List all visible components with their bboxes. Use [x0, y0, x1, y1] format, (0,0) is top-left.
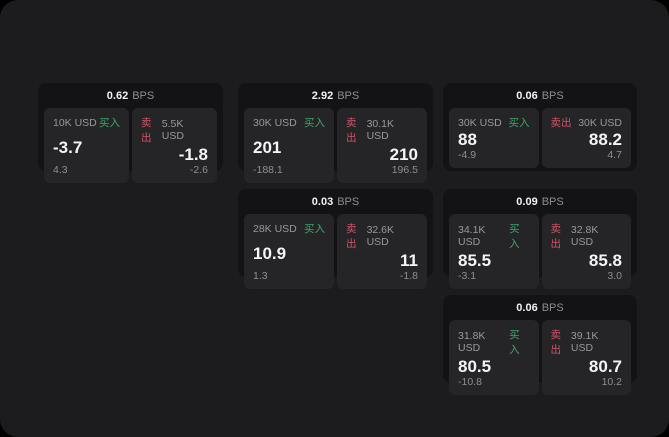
spread-unit: BPS — [132, 90, 155, 102]
buy-side-label: 买入 — [304, 117, 325, 129]
sell-quote: 88.2 — [588, 130, 622, 149]
quote-card: 0.06 BPS 31.8K USD 买入 80.5 -10.8 卖出 39.1… — [443, 295, 637, 395]
sell-quote: 80.7 — [588, 357, 622, 376]
sell-panel[interactable]: 卖出 30K USD 88.2 4.7 — [541, 108, 631, 168]
spread-header: 2.92 BPS — [244, 87, 427, 105]
sell-amount: 5.5K USD — [161, 118, 184, 142]
sell-quote: 210 — [389, 145, 418, 164]
buy-sub-value: -4.9 — [458, 149, 477, 161]
spread-unit: BPS — [541, 90, 564, 102]
sell-panel[interactable]: 卖出 5.5K USD -1.8 -2.6 — [132, 108, 217, 183]
buy-side-label: 买入 — [99, 117, 120, 129]
spread-header: 0.06 BPS — [449, 87, 631, 105]
sell-sub-value: -1.8 — [399, 270, 418, 282]
buy-sub-value: 1.3 — [253, 270, 268, 282]
sell-amount: 39.1K USD — [570, 330, 599, 354]
sell-sub-value: 4.7 — [607, 149, 622, 161]
buy-panel[interactable]: 10K USD 买入 -3.7 4.3 — [44, 108, 129, 183]
sell-side-label: 卖出 — [346, 223, 357, 250]
sell-side-label: 卖出 — [550, 329, 562, 356]
spread-value: 0.06 — [516, 302, 538, 314]
spread-value: 0.62 — [106, 90, 129, 102]
buy-amount: 10K USD — [53, 116, 97, 129]
buy-sub-value: 4.3 — [53, 164, 68, 176]
buy-amount: 30K USD — [253, 116, 297, 129]
buy-panel[interactable]: 28K USD 买入 10.9 1.3 — [244, 214, 334, 289]
sell-amount: 32.8K USD — [570, 224, 599, 248]
buy-panel[interactable]: 31.8K USD 买入 80.5 -10.8 — [449, 320, 539, 395]
quote-card: 2.92 BPS 30K USD 买入 201 -188.1 卖出 30.1K … — [238, 83, 433, 183]
sell-side-label: 卖出 — [550, 117, 572, 129]
sell-sub-value: 196.5 — [391, 164, 418, 176]
spread-value: 0.09 — [516, 196, 538, 208]
buy-panel[interactable]: 30K USD 买入 88 -4.9 — [449, 108, 539, 168]
buy-panel[interactable]: 30K USD 买入 201 -188.1 — [244, 108, 334, 183]
sell-side-label: 卖出 — [141, 117, 152, 144]
buy-panel[interactable]: 34.1K USD 买入 85.5 -3.1 — [449, 214, 539, 289]
spread-header: 0.03 BPS — [244, 193, 427, 211]
quote-card: 0.09 BPS 34.1K USD 买入 85.5 -3.1 卖出 32.8K… — [443, 189, 637, 289]
spread-unit: BPS — [337, 90, 360, 102]
buy-amount: 34.1K USD — [458, 224, 486, 248]
buy-side-label: 买入 — [509, 223, 520, 250]
buy-quote: 85.5 — [458, 251, 492, 270]
buy-sub-value: -188.1 — [253, 164, 283, 176]
buy-quote: 10.9 — [253, 243, 287, 263]
quote-card: 0.06 BPS 30K USD 买入 88 -4.9 卖出 30K USD 8… — [443, 83, 637, 171]
sell-panel[interactable]: 卖出 39.1K USD 80.7 10.2 — [541, 320, 631, 395]
spread-value: 2.92 — [311, 90, 334, 102]
sell-panel[interactable]: 卖出 32.6K USD 11 -1.8 — [337, 214, 427, 289]
buy-quote: 201 — [253, 137, 282, 157]
quote-card: 0.62 BPS 10K USD 买入 -3.7 4.3 卖出 5.5K USD… — [38, 83, 223, 183]
buy-amount: 30K USD — [458, 116, 502, 129]
sell-amount: 30.1K USD — [366, 118, 395, 142]
buy-sub-value: -3.1 — [458, 270, 477, 282]
spread-value: 0.06 — [516, 90, 538, 102]
quote-card: 0.03 BPS 28K USD 买入 10.9 1.3 卖出 32.6K US… — [238, 189, 433, 289]
sell-sub-value: -2.6 — [189, 164, 208, 176]
sell-amount: 32.6K USD — [366, 224, 395, 248]
buy-quote: 88 — [458, 130, 477, 149]
sell-panel[interactable]: 卖出 32.8K USD 85.8 3.0 — [541, 214, 631, 289]
sell-side-label: 卖出 — [550, 223, 562, 250]
buy-side-label: 买入 — [509, 329, 520, 356]
buy-side-label: 买入 — [304, 223, 325, 235]
spread-unit: BPS — [541, 196, 564, 208]
spread-unit: BPS — [541, 302, 564, 314]
spread-header: 0.06 BPS — [449, 299, 631, 317]
buy-quote: -3.7 — [53, 137, 83, 157]
sell-quote: -1.8 — [178, 145, 208, 164]
sell-side-label: 卖出 — [346, 117, 357, 144]
buy-amount: 31.8K USD — [458, 330, 486, 354]
buy-side-label: 买入 — [508, 117, 530, 129]
sell-quote: 85.8 — [588, 251, 622, 270]
buy-quote: 80.5 — [458, 357, 492, 376]
sell-sub-value: 10.2 — [601, 376, 622, 388]
sell-sub-value: 3.0 — [607, 270, 622, 282]
spread-header: 0.62 BPS — [44, 87, 217, 105]
sell-quote: 11 — [400, 251, 418, 270]
sell-panel[interactable]: 卖出 30.1K USD 210 196.5 — [337, 108, 427, 183]
sell-amount: 30K USD — [578, 116, 622, 129]
buy-amount: 28K USD — [253, 222, 297, 235]
spread-unit: BPS — [337, 196, 360, 208]
spread-value: 0.03 — [311, 196, 334, 208]
spread-header: 0.09 BPS — [449, 193, 631, 211]
buy-sub-value: -10.8 — [458, 376, 482, 388]
